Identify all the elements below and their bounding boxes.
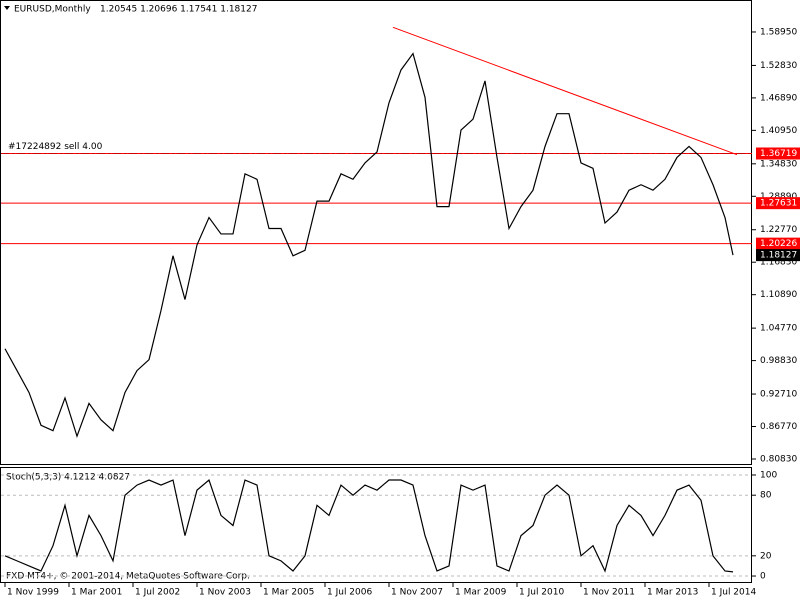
x-tick-label: 1 Nov 2011 xyxy=(583,588,635,598)
price-label-box xyxy=(756,237,800,250)
stoch-panel xyxy=(0,467,752,583)
y-tick-label: 0.98830 xyxy=(760,356,797,366)
y-tick-label: 1.10890 xyxy=(760,290,797,300)
y-tick-label: 1.34830 xyxy=(760,159,797,169)
y-tick-label: 0.80830 xyxy=(760,454,797,464)
y-tick-label: 1.04770 xyxy=(760,324,797,334)
last-price-label: 1.18127 xyxy=(760,251,797,261)
y-tick-label: 0 xyxy=(760,572,766,582)
y-tick-label: 1.40950 xyxy=(760,126,797,136)
price-panel xyxy=(0,0,752,465)
last-price-box xyxy=(756,249,800,262)
y-tick-label: 20 xyxy=(760,551,772,561)
price-label: 1.36719 xyxy=(760,149,797,159)
menu-arrow xyxy=(4,6,10,10)
price-label-box xyxy=(756,197,800,210)
y-tick-label: 100 xyxy=(760,470,777,480)
y-tick-label: 80 xyxy=(760,491,772,501)
x-tick-label: 1 Mar 2001 xyxy=(71,588,122,598)
series-line xyxy=(4,479,734,573)
stoch-title: Stoch(5,3,3) 4.1212 4.0827 xyxy=(6,473,130,483)
y-tick-label: 0.86770 xyxy=(760,422,797,432)
order-label: #17224892 sell 4.00 xyxy=(8,142,103,152)
x-tick-label: 1 Nov 1999 xyxy=(7,588,59,598)
y-tick-label: 1.46890 xyxy=(760,93,797,103)
x-tick-label: 1 Jul 2010 xyxy=(519,588,564,598)
price-label: 1.27631 xyxy=(760,199,797,209)
chart-title: EURUSD,Monthly xyxy=(14,5,91,15)
x-tick-label: 1 Mar 2013 xyxy=(647,588,698,598)
x-tick-label: 1 Jul 2006 xyxy=(327,588,372,598)
y-tick-label: 1.58950 xyxy=(760,27,797,37)
y-tick-label: 1.16830 xyxy=(760,258,797,268)
price-label: 1.20226 xyxy=(760,239,797,249)
x-tick-label: 1 Nov 2007 xyxy=(391,588,443,598)
x-tick-label: 1 Mar 2005 xyxy=(263,588,314,598)
chart-subtitle: 1.20545 1.20696 1.17541 1.18127 xyxy=(100,5,257,15)
x-tick-label: 1 Mar 2009 xyxy=(455,588,507,598)
series-line xyxy=(4,52,734,439)
x-tick-label: 1 Nov 2003 xyxy=(199,588,251,598)
y-tick-label: 1.28890 xyxy=(760,192,797,202)
price-label-box xyxy=(756,147,800,160)
x-tick-label: 1 Jul 2002 xyxy=(135,588,180,598)
y-tick-label: 0.92710 xyxy=(760,390,797,400)
x-tick-label: 1 Jul 2014 xyxy=(711,588,756,598)
y-tick-label: 1.52830 xyxy=(760,61,797,71)
y-tick-label: 1.22770 xyxy=(760,225,797,235)
trendline xyxy=(392,26,738,156)
